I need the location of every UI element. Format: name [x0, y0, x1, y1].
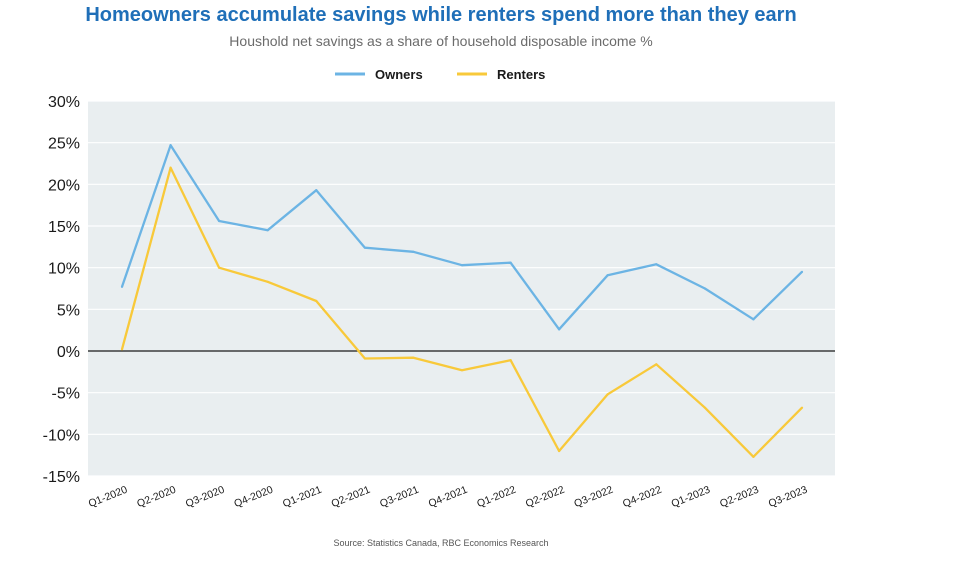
- y-tick-label: 30%: [48, 94, 80, 111]
- x-tick-label: Q3-2022: [572, 484, 615, 510]
- x-tick-label: Q1-2023: [670, 484, 713, 510]
- legend-label-owners: Owners: [375, 67, 423, 82]
- data-point-owners: [606, 274, 609, 277]
- y-tick-label: -5%: [52, 386, 80, 403]
- y-tick-label: -15%: [43, 469, 80, 486]
- x-tick-label: Q2-2020: [135, 484, 178, 510]
- data-point-owners: [509, 261, 512, 264]
- data-point-owners: [169, 144, 172, 147]
- data-point-owners: [655, 263, 658, 266]
- data-point-renters: [120, 348, 124, 351]
- data-point-renters: [558, 449, 561, 453]
- x-tick-label: Q3-2020: [184, 484, 227, 510]
- x-tick-label: Q4-2021: [427, 484, 470, 510]
- x-tick-label: Q3-2023: [767, 484, 810, 510]
- data-point-renters: [218, 266, 221, 269]
- y-tick-label: 10%: [48, 261, 80, 278]
- data-point-owners: [266, 229, 269, 232]
- data-point-owners: [752, 318, 755, 321]
- data-point-owners: [120, 285, 124, 288]
- x-tick-label: Q2-2022: [524, 484, 567, 510]
- y-tick-label: -10%: [43, 427, 80, 444]
- plot-area: [88, 101, 835, 476]
- x-tick-label: Q1-2020: [87, 484, 130, 510]
- legend: Owners Renters: [335, 67, 545, 82]
- y-tick-label: 25%: [48, 136, 80, 153]
- y-tick-label: 15%: [48, 219, 80, 236]
- data-point-renters: [606, 393, 609, 396]
- data-point-owners: [412, 250, 415, 253]
- x-tick-label: Q4-2020: [232, 484, 275, 510]
- x-tick-label: Q3-2021: [378, 484, 421, 510]
- source-note: Source: Statistics Canada, RBC Economics…: [333, 538, 549, 548]
- data-point-renters: [169, 166, 172, 169]
- y-tick-label: 5%: [57, 302, 80, 319]
- series-lines: [120, 144, 804, 458]
- data-point-renters: [266, 280, 269, 283]
- data-point-renters: [752, 455, 755, 458]
- data-point-renters: [509, 359, 512, 362]
- chart-title: Homeowners accumulate savings while rent…: [85, 4, 797, 26]
- data-point-owners: [460, 264, 464, 267]
- x-tick-label: Q2-2021: [330, 484, 373, 510]
- legend-label-renters: Renters: [497, 67, 545, 82]
- data-point-renters: [655, 363, 658, 366]
- data-point-renters: [703, 406, 706, 409]
- data-point-renters: [460, 369, 464, 372]
- chart-subtitle: Houshold net savings as a share of house…: [229, 33, 653, 49]
- data-point-owners: [558, 328, 561, 331]
- data-point-renters: [315, 299, 318, 303]
- x-tick-label: Q1-2022: [475, 484, 518, 510]
- x-tick-label: Q4-2022: [621, 484, 664, 510]
- data-point-owners: [315, 189, 318, 192]
- data-point-owners: [363, 246, 366, 249]
- y-axis: 30% 25% 20% 15% 10% 5% 0% -5% -10% -15%: [43, 94, 80, 486]
- data-point-owners: [218, 219, 221, 223]
- data-point-owners: [800, 270, 804, 273]
- x-axis: Q1-2020 Q2-2020 Q3-2020 Q4-2020 Q1-2021 Q2-20…: [87, 484, 810, 510]
- data-point-renters: [800, 406, 804, 409]
- data-point-renters: [363, 357, 366, 360]
- data-point-renters: [412, 356, 415, 359]
- data-point-owners: [703, 287, 706, 290]
- gridlines: [88, 100, 835, 477]
- x-tick-label: Q1-2021: [281, 484, 324, 510]
- y-tick-label: 20%: [48, 177, 80, 194]
- y-tick-label: 0%: [57, 344, 80, 361]
- x-tick-label: Q2-2023: [718, 484, 761, 510]
